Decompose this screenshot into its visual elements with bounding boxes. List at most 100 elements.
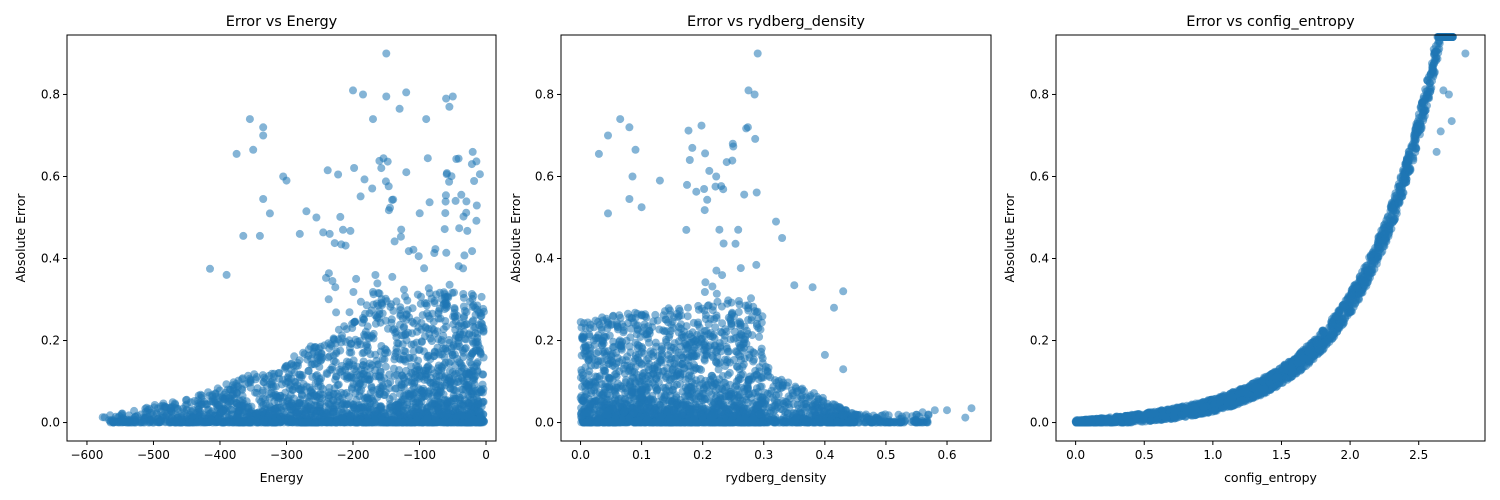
scatter-point: [362, 301, 371, 310]
scatter-point: [346, 372, 355, 381]
scatter-point: [207, 416, 216, 424]
scatter-point: [359, 90, 367, 99]
scatter-point: [445, 102, 454, 111]
scatter-point: [269, 411, 277, 419]
scatter-point: [439, 344, 448, 353]
scatter-point: [369, 115, 377, 124]
scatter-point: [692, 364, 701, 373]
scatter-point: [452, 394, 461, 403]
scatter-point: [434, 361, 443, 370]
scatter-point: [395, 403, 404, 412]
scatter-point: [438, 382, 447, 391]
scatter-point: [477, 292, 486, 301]
scatter-point: [324, 399, 333, 408]
scatter-point: [451, 196, 460, 205]
scatter-point: [301, 410, 310, 419]
scatter-point: [350, 365, 359, 374]
scatter-point: [304, 392, 312, 401]
scatter-point: [318, 385, 327, 393]
scatter-point: [469, 387, 478, 396]
scatter-point: [818, 396, 827, 405]
scatter-point: [475, 170, 484, 179]
scatter-point: [461, 369, 470, 378]
scatter-point: [400, 285, 408, 294]
scatter-point: [473, 399, 482, 408]
scatter-point: [452, 331, 461, 340]
scatter-point: [389, 325, 397, 334]
scatter-point: [456, 342, 464, 351]
x-tick-label: −100: [403, 448, 436, 462]
scatter-point: [362, 362, 371, 371]
scatter-point: [677, 320, 685, 329]
scatter-point: [452, 155, 461, 163]
scatter-point: [389, 412, 398, 421]
scatter-point: [455, 224, 464, 233]
scatter-point: [469, 301, 478, 310]
scatter-point: [447, 375, 456, 384]
scatter-point: [469, 291, 478, 300]
x-tick-label: −600: [70, 448, 103, 462]
scatter-point: [402, 168, 411, 177]
scatter-point: [468, 147, 477, 156]
scatter-point: [290, 352, 299, 361]
scatter-point: [310, 418, 319, 427]
scatter-point: [249, 145, 258, 154]
x-axis-label: Energy: [260, 470, 304, 485]
scatter-point: [355, 337, 364, 345]
scatter-point: [445, 280, 454, 289]
scatter-point: [397, 381, 406, 390]
scatter-point: [576, 393, 585, 402]
scatter-point: [478, 380, 487, 389]
scatter-point: [421, 332, 429, 341]
scatter-point: [412, 388, 421, 397]
scatter-point: [334, 325, 343, 334]
scatter-point: [166, 404, 175, 413]
scatter-point: [360, 348, 368, 357]
scatter-point: [450, 418, 459, 427]
scatter-point: [239, 399, 248, 408]
scatter-point: [282, 176, 291, 185]
scatter-point: [659, 326, 668, 335]
scatter-point: [468, 331, 477, 340]
scatter-point: [414, 252, 423, 261]
scatter-point: [391, 348, 400, 357]
scatter-point: [338, 414, 347, 423]
scatter-point: [414, 356, 423, 365]
scatter-point: [412, 327, 421, 336]
scatter-point: [443, 410, 452, 418]
scatter-point: [418, 311, 427, 320]
scatter-point: [341, 241, 350, 250]
scatter-point: [619, 364, 628, 373]
scatter-point: [697, 121, 706, 130]
scatter-point: [295, 398, 304, 407]
scatter-point: [393, 339, 402, 348]
scatter-point: [667, 320, 676, 329]
scatter-point: [399, 373, 408, 382]
scatter-point: [349, 288, 358, 296]
scatter-point: [450, 312, 459, 321]
scatter-point: [476, 309, 485, 318]
y-tick-label: 0.2: [41, 334, 60, 348]
y-axis-label: Absolute Error: [13, 193, 28, 283]
scatter-point: [413, 396, 422, 405]
scatter-point: [202, 400, 211, 409]
scatter-point: [252, 388, 261, 397]
scatter-point: [700, 206, 709, 215]
scatter-point: [286, 391, 295, 400]
scatter-point: [445, 336, 453, 344]
scatter-point: [307, 404, 316, 413]
scatter-point: [388, 195, 397, 204]
scatter-point: [311, 343, 320, 352]
scatter-point: [356, 192, 365, 201]
scatter-point: [399, 355, 407, 364]
scatter-point: [299, 348, 308, 357]
scatter-point: [382, 417, 391, 426]
scatter-point: [382, 49, 391, 58]
scatter-point: [234, 418, 243, 426]
scatter-point: [470, 380, 479, 389]
scatter-point: [442, 303, 451, 312]
scatter-point: [430, 299, 439, 307]
scatter-point: [381, 362, 390, 371]
scatter-point: [719, 239, 728, 248]
scatter-point: [423, 376, 432, 385]
